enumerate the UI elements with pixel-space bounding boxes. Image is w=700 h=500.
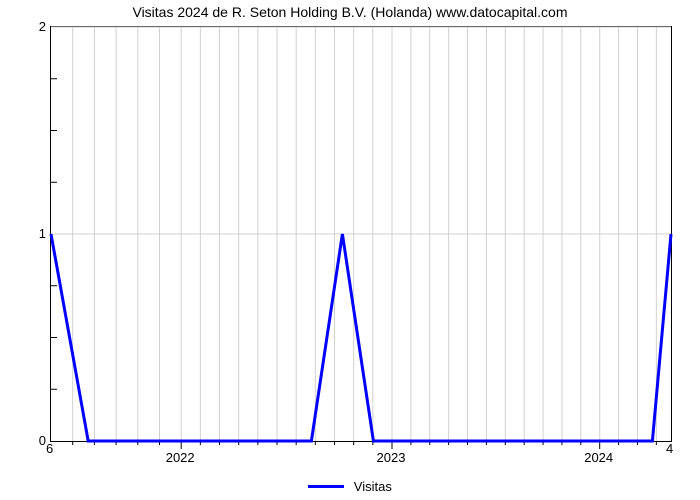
legend-swatch bbox=[308, 485, 344, 488]
y-tick-label: 2 bbox=[16, 19, 46, 34]
chart-container: Visitas 2024 de R. Seton Holding B.V. (H… bbox=[0, 0, 700, 500]
plot-svg bbox=[51, 27, 671, 441]
y-tick-label: 1 bbox=[16, 226, 46, 241]
legend: Visitas bbox=[0, 478, 700, 494]
x-tick-label: 2023 bbox=[377, 450, 406, 465]
chart-title: Visitas 2024 de R. Seton Holding B.V. (H… bbox=[0, 4, 700, 20]
plot-area bbox=[50, 26, 672, 442]
x-tick-label: 2022 bbox=[166, 450, 195, 465]
x-left-corner-label: 6 bbox=[46, 441, 53, 456]
x-tick-label: 2024 bbox=[584, 450, 613, 465]
series-line bbox=[51, 234, 671, 441]
x-right-corner-label: 4 bbox=[666, 441, 673, 456]
legend-label: Visitas bbox=[354, 479, 392, 494]
y-tick-label: 0 bbox=[16, 433, 46, 448]
